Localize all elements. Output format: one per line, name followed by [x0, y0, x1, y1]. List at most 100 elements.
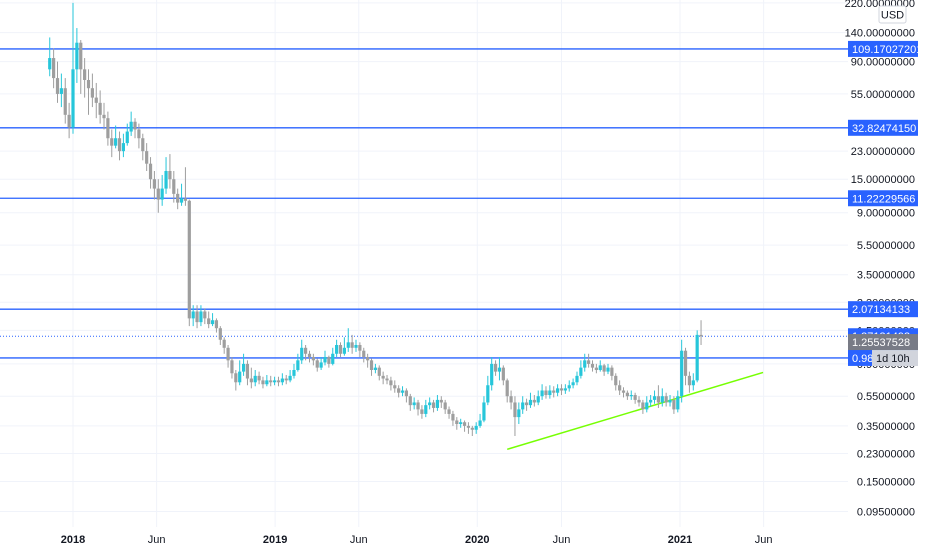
candle-body: [265, 380, 269, 385]
candle-body: [556, 388, 560, 393]
candle-body: [377, 367, 381, 376]
candle-body: [137, 129, 141, 139]
candle-body: [695, 334, 699, 381]
candle-body: [618, 385, 622, 391]
candle-body: [307, 353, 312, 357]
currency-badge[interactable]: USD: [878, 5, 907, 24]
candle-body: [536, 396, 540, 403]
candle-body: [366, 356, 370, 361]
candle-body: [191, 311, 195, 319]
candle-body: [280, 378, 284, 383]
candle-body: [621, 390, 626, 393]
candle-body: [594, 367, 598, 370]
candle-body: [79, 42, 83, 70]
candle-body: [400, 390, 405, 393]
countdown-label-bg: [872, 350, 918, 367]
candle-body: [230, 360, 234, 374]
secondary-price-label-bg: [848, 334, 918, 351]
candle-body: [335, 345, 339, 354]
candle-body: [269, 380, 273, 383]
candle-body: [164, 170, 168, 189]
candle-body: [637, 399, 641, 403]
candle-body: [602, 365, 606, 372]
candle-body: [195, 311, 199, 323]
candle-body: [354, 345, 358, 348]
candle-body: [587, 360, 591, 364]
candle-body: [676, 396, 680, 410]
candle-body: [152, 179, 157, 189]
candle-body: [552, 390, 556, 393]
candle-body: [428, 402, 432, 406]
candle-body: [482, 402, 486, 421]
candle-body: [381, 375, 385, 379]
candle-body: [680, 350, 684, 397]
y-tick-label: 0.35000000: [857, 421, 915, 433]
candle-body: [276, 380, 281, 383]
y-tick-label: 0.23000000: [857, 448, 915, 460]
candle-body: [98, 102, 102, 115]
y-tick-label: 9.00000000: [857, 208, 915, 220]
candle-body: [598, 365, 602, 370]
candle-body: [288, 375, 292, 381]
candle-body: [470, 427, 474, 430]
candle-body: [416, 402, 420, 410]
candle-body: [241, 363, 246, 372]
candle-body: [431, 402, 436, 408]
candle-body: [629, 395, 633, 397]
candle-body: [649, 399, 653, 403]
secondary-price-label: 1.25537528: [852, 337, 910, 349]
level-label: 32.82474150: [852, 123, 916, 135]
candle-body: [183, 198, 188, 201]
candle-body: [590, 363, 595, 368]
y-tick-label: 0.09500000: [857, 506, 915, 518]
candle-body: [145, 151, 149, 164]
candle-body: [117, 138, 122, 152]
candle-body: [691, 380, 695, 386]
candle-body: [238, 371, 242, 383]
candle-body: [424, 405, 428, 414]
trendline: [506, 371, 764, 451]
candle-body: [358, 345, 362, 351]
candle-body: [517, 409, 521, 418]
candle-body: [633, 395, 637, 400]
candle-body: [652, 396, 657, 400]
candle-body: [315, 360, 319, 368]
candle-body: [296, 360, 300, 370]
candle-body: [210, 320, 215, 325]
candle-body: [393, 385, 397, 389]
y-tick-label: 5.50000000: [857, 240, 915, 252]
candle-body: [664, 396, 668, 403]
y-tick-label: 0.55000000: [857, 391, 915, 403]
candles: [48, 2, 703, 437]
x-tick-label: Jun: [148, 534, 166, 546]
currency-label: USD: [881, 10, 904, 22]
time-axis[interactable]: 2018 Jun 2019 Jun 2020 Jun 2021 Jun: [61, 534, 773, 546]
candle-body: [222, 339, 226, 348]
candle-body: [234, 373, 238, 383]
candle-body: [249, 378, 253, 383]
candle-body: [625, 392, 629, 397]
y-tick-label: 220.00000000: [845, 0, 915, 10]
level-label-bg: [848, 301, 918, 318]
candle-body: [338, 345, 343, 354]
candle-body: [199, 311, 203, 323]
candle-body: [606, 367, 610, 372]
candle-body: [55, 78, 60, 94]
candle-body: [687, 375, 692, 386]
candle-body: [443, 402, 447, 410]
candle-body: [284, 378, 288, 381]
y-tick-label: 23.00000000: [851, 146, 915, 158]
countdown-label: 1d 10h: [876, 353, 910, 365]
price-axis[interactable]: 220.00000000 140.00000000 90.00000000 55.00…: [845, 0, 915, 518]
candle-body: [567, 385, 571, 389]
candle-body: [203, 311, 207, 319]
candle-body: [408, 396, 412, 406]
candle-body: [699, 334, 703, 337]
candle-body: [412, 402, 416, 406]
candle-body: [462, 422, 467, 426]
candle-body: [90, 88, 94, 98]
candle-body: [505, 380, 509, 397]
candle-body: [474, 425, 478, 430]
candle-body: [490, 363, 494, 386]
